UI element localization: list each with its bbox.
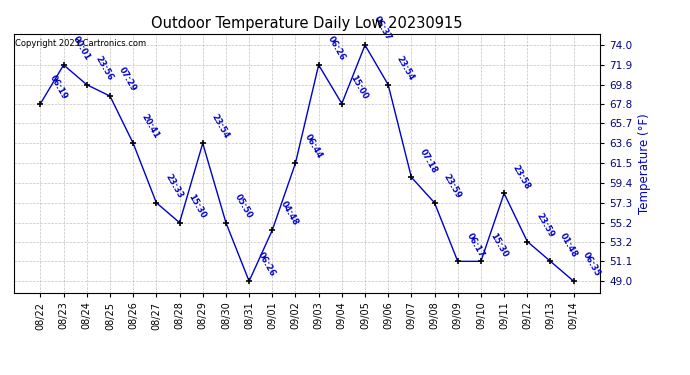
Text: 06:19: 06:19 [48,73,68,101]
Text: 23:33: 23:33 [164,172,184,200]
Text: 06:26: 06:26 [326,34,347,62]
Text: Copyright 2023 Cartronics.com: Copyright 2023 Cartronics.com [15,39,146,48]
Text: 23:59: 23:59 [442,172,462,200]
Text: 06:44: 06:44 [302,133,324,160]
Text: 06:37: 06:37 [372,15,393,42]
Text: 06:26: 06:26 [256,251,277,278]
Text: 23:54: 23:54 [395,54,416,82]
Text: 23:59: 23:59 [534,211,555,239]
Text: 15:30: 15:30 [488,231,509,258]
Text: 07:29: 07:29 [117,66,138,93]
Text: 23:56: 23:56 [94,54,115,82]
Text: 15:00: 15:00 [348,73,370,101]
Text: 06:35: 06:35 [580,251,602,278]
Text: 15:30: 15:30 [186,192,208,220]
Text: 23:58: 23:58 [511,163,532,190]
Text: 01:48: 01:48 [558,231,578,258]
Text: 06:17: 06:17 [464,231,486,258]
Text: 20:41: 20:41 [140,113,161,141]
Text: 07:18: 07:18 [418,147,440,174]
Text: 00:01: 00:01 [70,34,92,62]
Text: 23:54: 23:54 [210,113,231,141]
Y-axis label: Temperature (°F): Temperature (°F) [638,113,651,213]
Text: 04:48: 04:48 [279,200,300,227]
Title: Outdoor Temperature Daily Low 20230915: Outdoor Temperature Daily Low 20230915 [151,16,463,31]
Text: 05:50: 05:50 [233,192,254,220]
